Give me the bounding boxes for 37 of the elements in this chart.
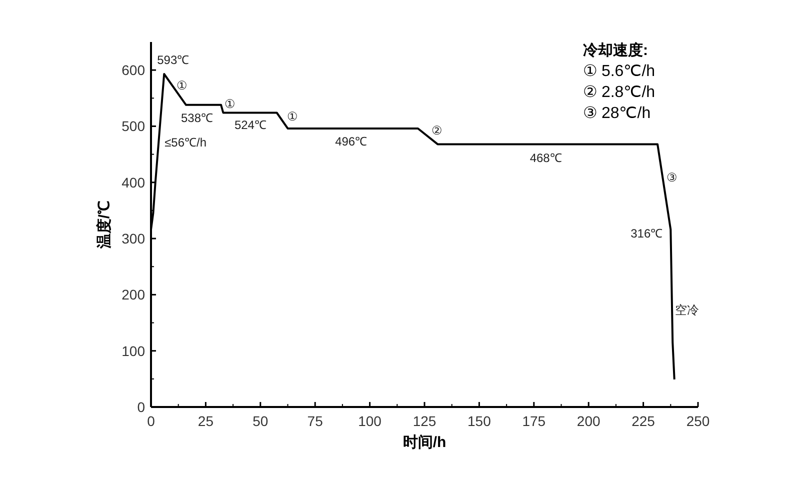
annotation: 538℃ [180,110,214,125]
x-tick-label: 125 [412,413,436,429]
y-tick-label: 400 [122,174,146,190]
x-tick-label: 0 [147,413,156,429]
x-tick-label: 250 [686,413,710,429]
y-tick-label: 500 [122,118,146,134]
annotation: 冷却速度: [583,41,648,59]
x-tick-label: 75 [307,413,324,429]
x-tick-label: 200 [576,413,600,429]
x-tick-label: 150 [468,413,492,429]
annotation: ① [286,110,298,124]
x-tick-label: 25 [198,413,214,429]
y-tick-label: 600 [122,62,146,78]
annotation: ③ [666,170,678,185]
annotation: ① [176,78,188,92]
x-axis-title: 时间/h [402,434,446,451]
annotation: ① [224,96,236,111]
x-tick-label: 225 [632,413,656,429]
annotation: 316℃ [630,226,663,241]
annotation: 524℃ [234,118,266,132]
annotation: 593℃ [157,53,190,68]
y-tick-label: 300 [122,230,146,247]
y-tick-label: 100 [122,342,146,359]
annotation: ≤56℃/h [164,135,207,150]
x-tick-label: 175 [522,413,546,429]
x-tick-label: 50 [252,413,268,429]
y-tick-label: 0 [137,399,146,415]
annotation: 496℃ [335,134,368,148]
annotation: ② 2.8℃/h [583,84,656,101]
annotation: ③ 28℃/h [583,105,651,122]
annotation: 空冷 [674,302,699,317]
annotation: 468℃ [530,151,562,166]
y-tick-label: 200 [122,286,146,303]
y-axis-title: 温度/℃ [95,200,113,250]
x-tick-label: 100 [358,413,382,429]
annotation: ① 5.6℃/h [583,63,656,80]
annotation: ② [431,123,442,138]
